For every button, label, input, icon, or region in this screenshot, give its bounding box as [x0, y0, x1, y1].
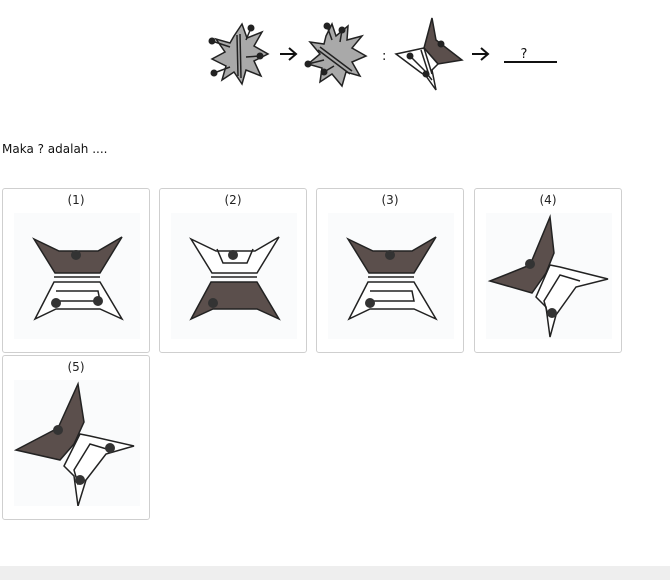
option-figure-4 — [486, 213, 612, 339]
star-figure-b — [305, 23, 367, 87]
option-figure-5 — [14, 380, 140, 506]
option-label-4: (4) — [475, 193, 621, 207]
ratio-operator: : — [382, 49, 386, 64]
star-figure-a — [209, 24, 269, 84]
option-figure-2 — [171, 213, 297, 339]
option-figure-3 — [328, 213, 454, 339]
bowtie-figure-c — [396, 18, 462, 90]
option-label-3: (3) — [317, 193, 463, 207]
arrow-icon — [472, 48, 488, 60]
option-card-4[interactable]: (4) — [474, 188, 622, 353]
question-prompt: Maka ? adalah .... — [2, 141, 108, 157]
option-label-1: (1) — [3, 193, 149, 207]
arrow-icon — [280, 48, 296, 60]
option-card-1[interactable]: (1) — [2, 188, 150, 353]
question-figure: : ? — [200, 14, 570, 96]
unknown-answer-mark: ? — [521, 47, 528, 62]
option-card-2[interactable]: (2) — [159, 188, 307, 353]
option-label-5: (5) — [3, 360, 149, 374]
option-label-2: (2) — [160, 193, 306, 207]
option-card-3[interactable]: (3) — [316, 188, 464, 353]
footer-bar — [0, 566, 670, 580]
option-figure-1 — [14, 213, 140, 339]
option-card-5[interactable]: (5) — [2, 355, 150, 520]
